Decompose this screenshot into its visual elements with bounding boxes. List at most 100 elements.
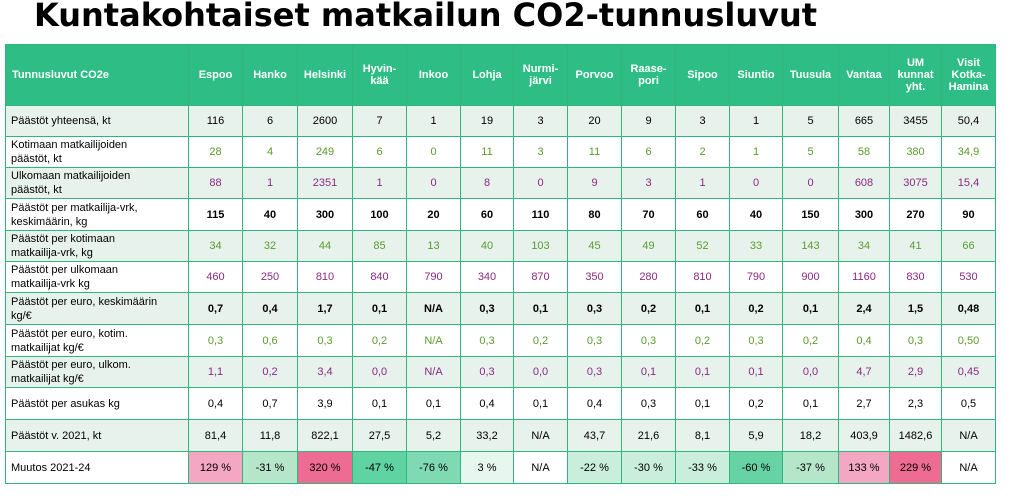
table-cell: 52 (675, 230, 730, 262)
table-cell: 90 (941, 198, 996, 231)
table-cell: 5 (782, 105, 839, 137)
column-header: Porvoo (567, 44, 622, 106)
table-cell: 33,2 (460, 419, 514, 452)
table-cell: 0,2 (242, 356, 298, 388)
table-cell: 32 (242, 230, 298, 262)
table-row: Ulkomaan matkailijoiden päästöt, kt 88 1 235… (5, 167, 996, 199)
table-row: Päästöt per kotimaan matkailija-vrk, kg 34… (5, 230, 996, 262)
column-header: Raase-pori (621, 44, 676, 106)
text-line: Ulkomaan matkailijoiden (11, 170, 131, 182)
co2-table: Tunnusluvut CO2e Espoo Hanko Helsinki Hyvin-… (5, 44, 996, 484)
table-row: Muutos 2021-24 129 % -31 % 320 % -47 % -76 % 3… (5, 451, 996, 484)
table-cell: 28 (188, 136, 243, 168)
table-cell: 103 (513, 230, 568, 262)
table-cell: 403,9 (838, 419, 890, 452)
table-row: Päästöt yhteensä, kt 116 6 2600 7 1 19 3 20 9 3 1 5 6… (5, 105, 996, 137)
table-cell: -22 % (567, 451, 622, 484)
table-cell: 822,1 (297, 419, 353, 452)
table-cell: 2,4 (838, 292, 890, 325)
table-cell: 2,7 (838, 387, 890, 420)
column-header: Hyvin-kää (352, 44, 407, 106)
row-label: Päästöt per matkailija-vrk, keskimäärin, … (5, 198, 189, 231)
table-row: Päästöt per asukas kg 0,4 0,7 3,9 0,1 0,1 0,4 0… (5, 387, 996, 420)
table-cell: N/A (941, 419, 996, 452)
column-header: Sipoo (675, 44, 730, 106)
table-cell: 3455 (889, 105, 942, 137)
table-cell: 1482,6 (889, 419, 942, 452)
table-cell: 81,4 (188, 419, 243, 452)
table-cell: 790 (729, 261, 783, 293)
text-line: Raase- (630, 63, 667, 75)
table-cell: 0,1 (513, 387, 568, 420)
table-cell: 0,1 (782, 387, 839, 420)
table-cell: 40 (242, 198, 298, 231)
table-cell: 1 (242, 167, 298, 199)
table-cell: 300 (297, 198, 353, 231)
table-cell: 45 (567, 230, 622, 262)
table-cell: 300 (838, 198, 890, 231)
text-line: Kotimaan matkailijoiden (11, 139, 128, 151)
table-cell: 1 (675, 167, 730, 199)
text-line: kää (370, 75, 389, 87)
table-cell: 0,2 (352, 324, 407, 357)
text-line: Kotka- (951, 69, 986, 81)
table-cell: 3 (675, 105, 730, 137)
table-cell: 7 (352, 105, 407, 137)
table-cell: 4,7 (838, 356, 890, 388)
table-cell: 70 (621, 198, 676, 231)
table-cell: 2,3 (889, 387, 942, 420)
table-cell: 1 (352, 167, 407, 199)
table-cell: 1 (729, 136, 783, 168)
table-cell: 5,2 (406, 419, 461, 452)
table-row: Päästöt v. 2021, kt 81,4 11,8 822,1 27,5 5,2 3… (5, 419, 996, 452)
table-cell: 229 % (889, 451, 942, 484)
table-cell: 34 (838, 230, 890, 262)
table-cell: 21,6 (621, 419, 676, 452)
column-header: Inkoo (406, 44, 461, 106)
table-cell: 0,3 (729, 324, 783, 357)
column-header: Helsinki (297, 44, 353, 106)
table-cell: 100 (352, 198, 407, 231)
table-cell: 0 (406, 167, 461, 199)
table-cell: 900 (782, 261, 839, 293)
table-cell: 0,5 (941, 387, 996, 420)
text-line: matkailija-vrk kg (11, 278, 90, 290)
row-label: Päästöt v. 2021, kt (5, 419, 189, 452)
table-cell: 0 (729, 167, 783, 199)
table-cell: 1 (406, 105, 461, 137)
text-line: matkailijat kg/€ (11, 341, 84, 354)
text-line: Espoo (198, 69, 233, 81)
table-cell: 133 % (838, 451, 890, 484)
table-cell: 88 (188, 167, 243, 199)
table-cell: 0,1 (621, 356, 676, 388)
text-line: Nurmi- (522, 63, 559, 75)
table-cell: 0,2 (782, 324, 839, 357)
table-cell: 0,1 (675, 356, 730, 388)
table-cell: 0,48 (941, 292, 996, 325)
table-cell: -33 % (675, 451, 730, 484)
text-line: kunnat (897, 69, 934, 81)
table-cell: N/A (941, 451, 996, 484)
table-cell: 19 (460, 105, 514, 137)
table-cell: 0,7 (242, 387, 298, 420)
table-cell: 0,3 (188, 324, 243, 357)
text-line: kg/€ (11, 309, 32, 322)
table-cell: 0,2 (729, 387, 783, 420)
table-cell: 0,3 (889, 324, 942, 357)
table-cell: 0,3 (460, 292, 514, 325)
text-line: Hyvin- (362, 63, 397, 75)
table-cell: 0,1 (782, 292, 839, 325)
table-cell: 0,3 (621, 324, 676, 357)
table-cell: 0,3 (567, 356, 622, 388)
table-cell: 840 (352, 261, 407, 293)
table-cell: 3 (621, 167, 676, 199)
table-cell: 3 (513, 136, 568, 168)
table-cell: 0,2 (729, 292, 783, 325)
table-cell: 115 (188, 198, 243, 231)
text-line: päästöt, kt (11, 184, 62, 196)
table-row: Päästöt per ulkomaan matkailija-vrk kg 460… (5, 261, 996, 293)
table-cell: 0 (513, 167, 568, 199)
column-header: UM kunnat yht. (889, 44, 942, 106)
row-label: Päästöt per euro, keskimäärin kg/€ (5, 292, 189, 325)
table-cell: 0,3 (567, 292, 622, 325)
